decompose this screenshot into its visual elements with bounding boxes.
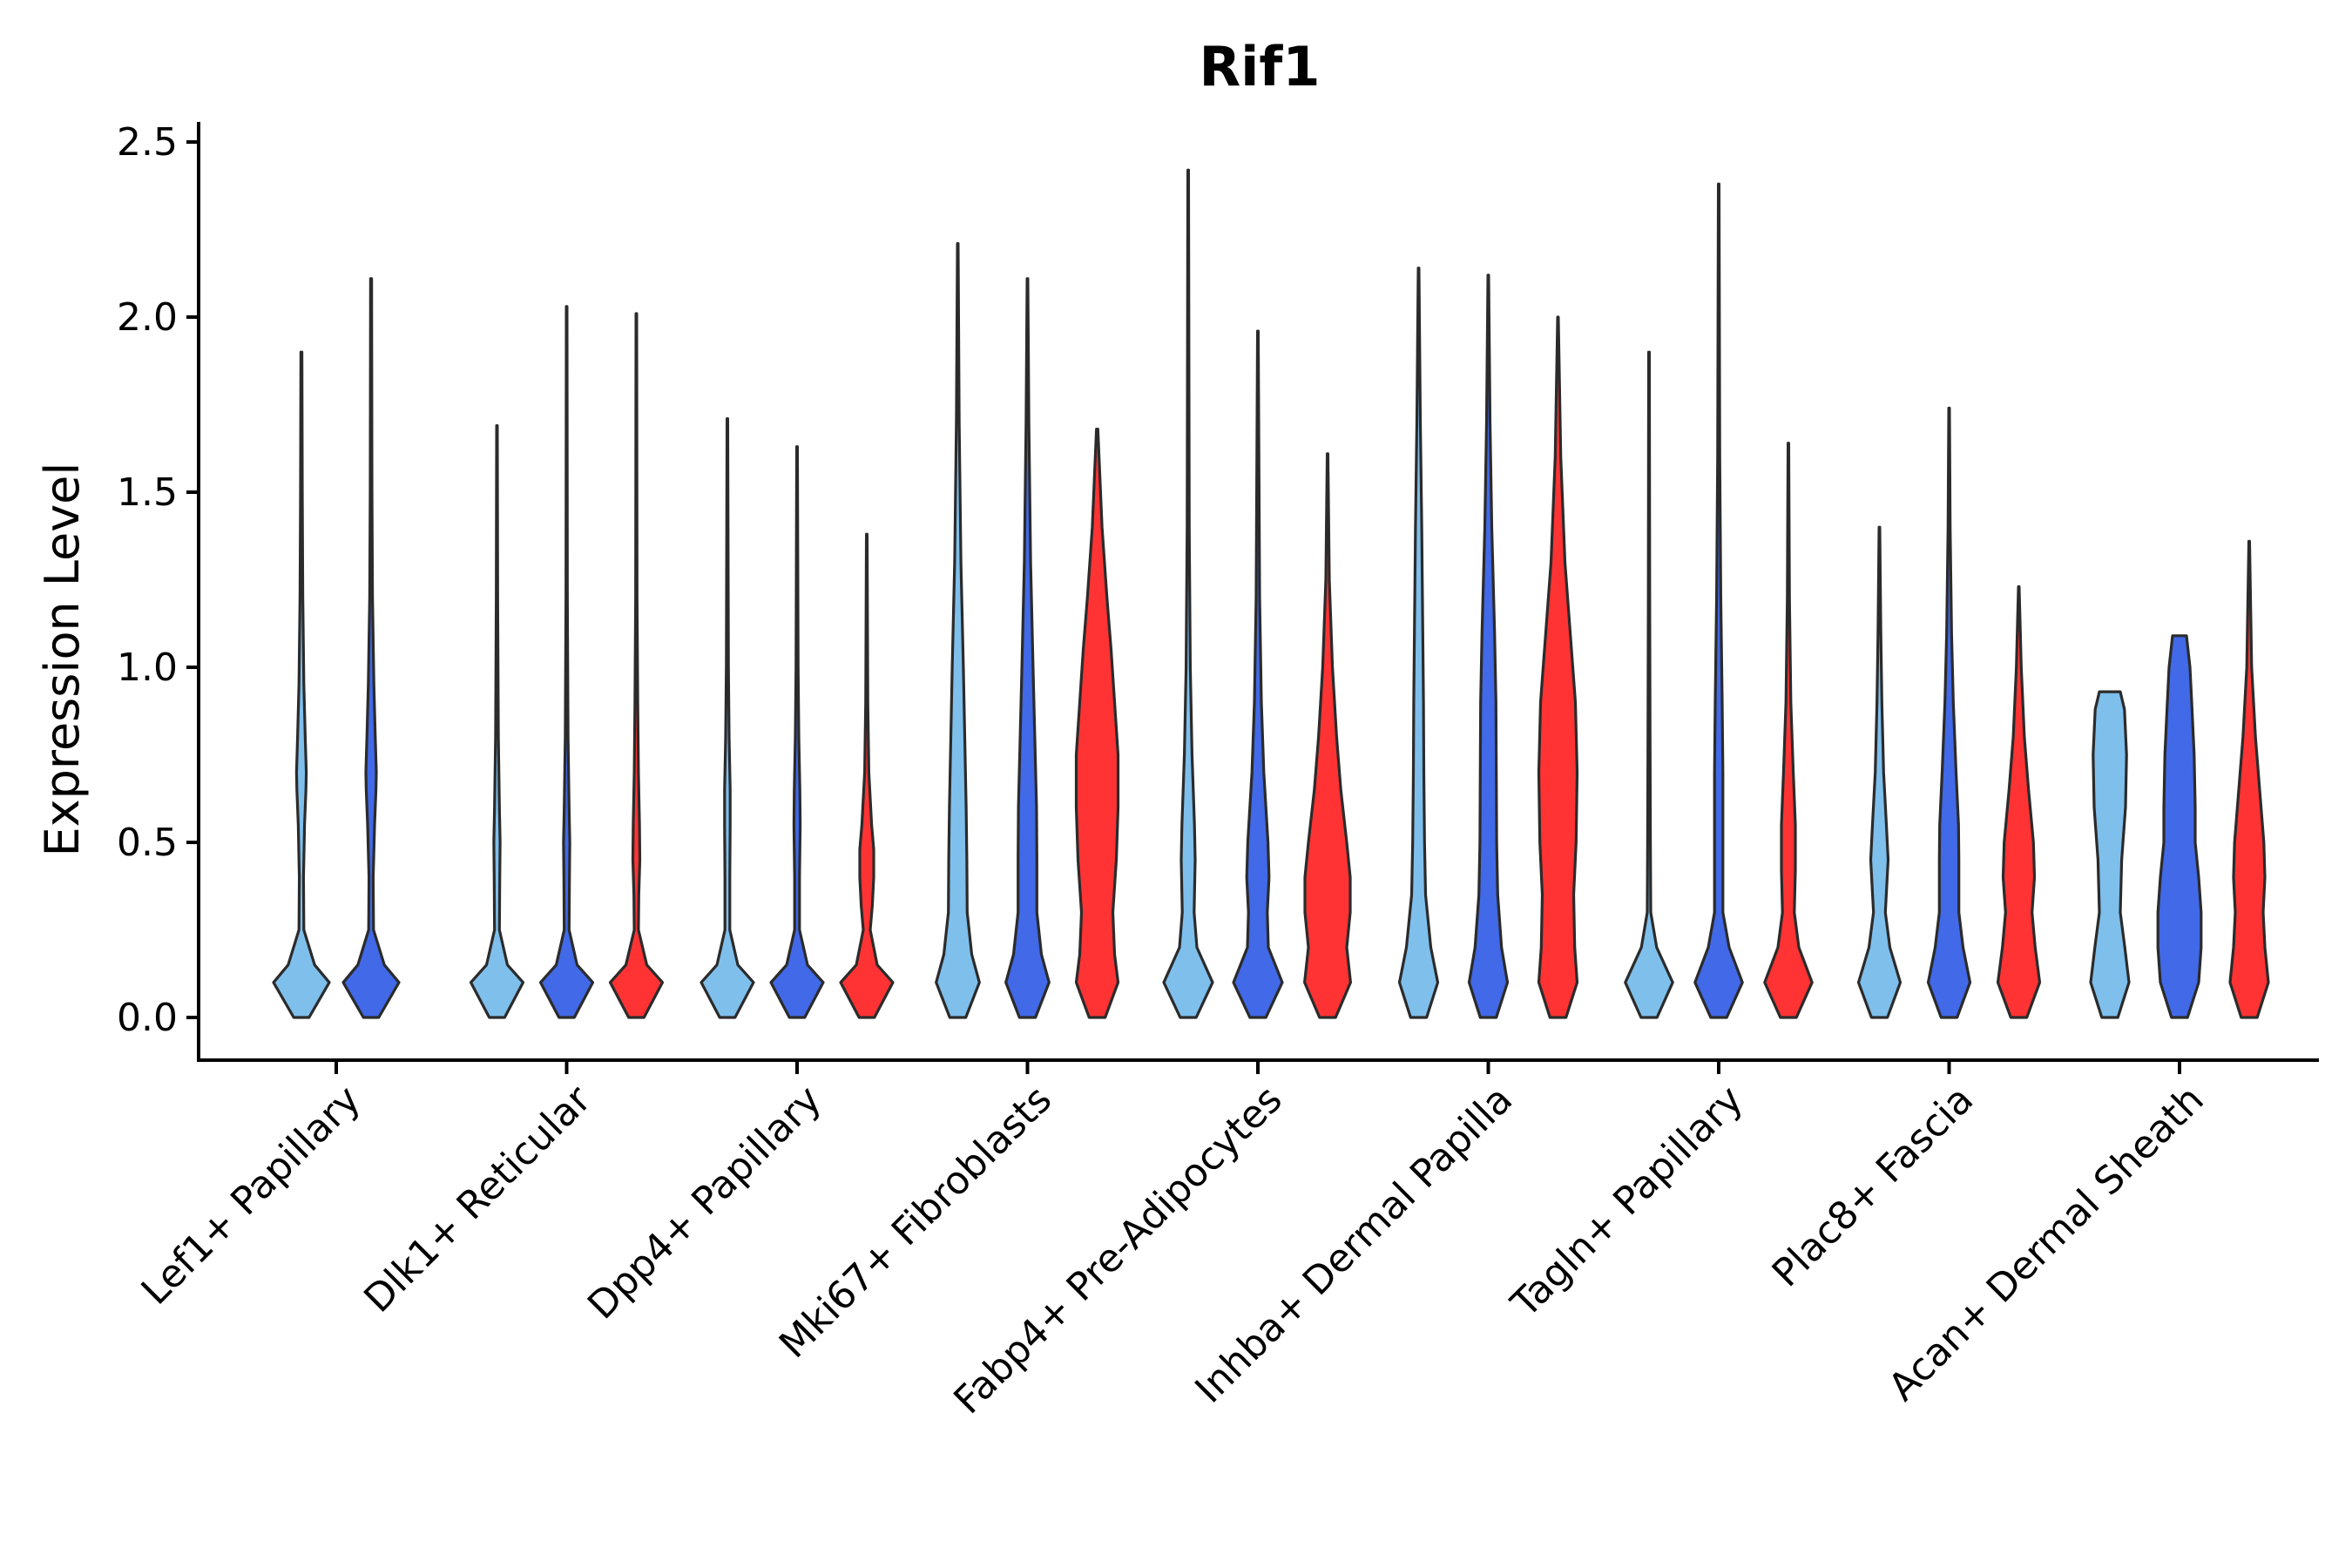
y-tick-label: 1.5 [117,470,178,515]
violin-7-3 [1763,442,1814,1019]
violin-2-2 [538,305,595,1019]
violin-3-2 [769,445,825,1019]
y-tick-label: 2.5 [117,120,178,165]
violin-2-3 [608,312,665,1019]
y-tick-label: 1.0 [117,645,178,690]
violins-layer [272,168,2270,1019]
x-tick-label: Plac8+ Fascia [1764,1078,1983,1296]
violin-3-1 [700,417,755,1019]
violin-7-1 [1624,350,1674,1019]
violin-5-1 [1162,168,1214,1019]
violin-4-2 [1004,277,1051,1019]
violin-1-1 [272,350,331,1019]
x-tick-label: Dpp4+ Papillary [579,1078,830,1328]
violin-9-2 [2156,634,2203,1019]
violin-6-1 [1397,267,1440,1019]
violin-6-2 [1467,274,1510,1019]
violin-1-2 [341,277,401,1019]
chart-title: Rif1 [1199,35,1320,98]
y-tick-label: 2.0 [117,295,178,340]
violin-3-3 [839,532,895,1019]
violin-9-1 [2089,690,2131,1019]
violin-2-1 [469,424,525,1019]
x-tick-label: Tagln+ Papillary [1503,1078,1752,1327]
violin-5-3 [1303,452,1352,1019]
y-axis-ticks: 0.0 0.5 1.0 1.5 2.0 2.5 [117,120,199,1040]
x-tick-label: Dlk1+ Reticular [355,1077,600,1321]
violin-7-2 [1693,182,1744,1019]
y-tick-label: 0.5 [117,821,178,865]
violin-9-3 [2228,539,2270,1019]
violin-8-1 [1856,525,1903,1019]
violin-8-3 [1996,585,2042,1019]
violin-4-1 [935,242,981,1019]
x-tick-label: Lef1+ Papillary [133,1078,369,1314]
y-axis-label: Expression Level [35,463,90,857]
y-tick-label: 0.0 [117,996,178,1040]
violin-8-2 [1926,406,1972,1019]
violin-6-3 [1537,315,1579,1019]
violin-5-2 [1232,329,1284,1019]
violin-4-3 [1074,428,1120,1019]
